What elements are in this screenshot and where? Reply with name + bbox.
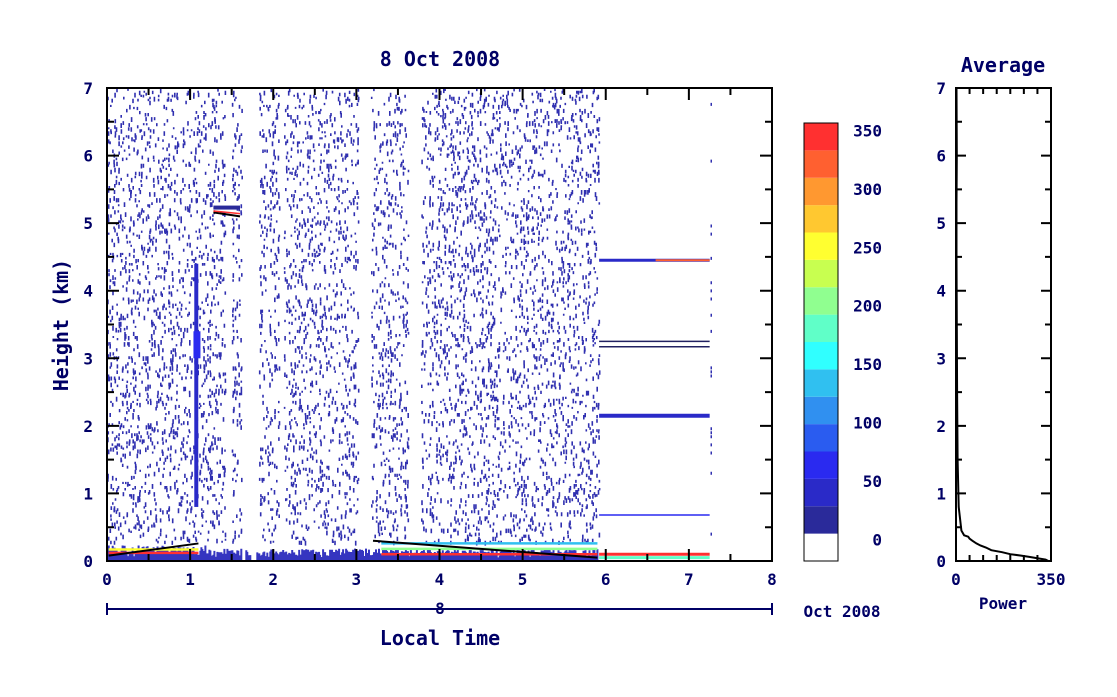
colorbar-swatch	[804, 369, 838, 397]
cloud-patch-core	[213, 210, 241, 215]
colorbar-tick-label: 350	[853, 122, 882, 141]
x-tick-label: 6	[601, 570, 611, 589]
colorbar-swatch	[804, 232, 838, 260]
main-x-axis-label: Local Time	[380, 626, 500, 650]
colorbar-tick-label: 50	[863, 472, 882, 491]
average-y-tick-label: 3	[936, 349, 946, 368]
echo-streak-vertical	[194, 263, 199, 507]
y-tick-label: 2	[83, 417, 93, 436]
colorbar-swatch	[804, 396, 838, 425]
y-tick-label: 1	[83, 484, 93, 503]
date-axis-month-year-label: Oct 2008	[803, 602, 880, 621]
colorbar-frame	[803, 122, 839, 562]
average-y-tick-label: 1	[936, 484, 946, 503]
colorbar-swatch	[804, 287, 838, 315]
x-tick-label: 4	[435, 570, 445, 589]
x-tick-label: 0	[102, 570, 112, 589]
cloud-patch-band	[213, 205, 240, 210]
colorbar-swatch	[804, 205, 838, 233]
x-tick-label: 8	[767, 570, 777, 589]
average-title: Average	[961, 53, 1045, 77]
colorbar-swatch	[804, 506, 838, 534]
average-y-tick-label: 7	[936, 79, 946, 98]
colorbar-swatch	[804, 478, 838, 507]
surface-echo-edge-early	[108, 542, 199, 557]
colorbar-swatch	[804, 314, 838, 342]
average-y-tick-label: 2	[936, 417, 946, 436]
colorbar-swatch	[804, 123, 838, 151]
colorbar-swatch	[804, 533, 838, 561]
surface-echo-edge-late	[372, 539, 598, 559]
colorbar-tick-label: 200	[853, 297, 882, 316]
colorbar-swatch	[804, 342, 838, 370]
x-tick-label: 7	[684, 570, 694, 589]
echo-streak-core	[193, 331, 201, 359]
date-axis-day-label: 8	[435, 599, 445, 618]
colorbar-swatch	[804, 424, 838, 452]
average-x-axis-label: Power	[979, 594, 1027, 613]
average-y-tick-label: 0	[936, 552, 946, 571]
colorbar-tick-label: 150	[853, 355, 882, 374]
main-axis-ticks: 0 1 2 3 4 5 6 7 8 0 1 2 3 4 5 6 7	[83, 79, 776, 589]
average-y-tick-label: 4	[936, 282, 946, 301]
colorbar-tick-label: 300	[853, 180, 882, 199]
y-tick-label: 3	[83, 349, 93, 368]
colorbar-tick-label: 0	[872, 530, 882, 549]
average-x-tick-label: 350	[1037, 570, 1066, 589]
average-x-tick-label: 0	[951, 570, 961, 589]
colorbar-swatch	[804, 259, 838, 288]
colorbar-tick-label: 250	[853, 238, 882, 257]
colorbar-swatch	[804, 150, 838, 178]
y-tick-label: 5	[83, 214, 93, 233]
colorbar-swatch	[804, 451, 838, 479]
x-tick-label: 3	[352, 570, 362, 589]
average-plot-frame	[955, 87, 1052, 562]
x-tick-label: 5	[518, 570, 528, 589]
y-tick-label: 7	[83, 79, 93, 98]
main-y-axis-label: Height (km)	[49, 259, 73, 391]
colorbar-tick-labels: 0 50 100 150 200 250 300 350	[853, 122, 882, 550]
colorbar	[804, 123, 838, 561]
y-tick-label: 0	[83, 552, 93, 571]
x-tick-label: 1	[185, 570, 195, 589]
cloud-patch-edge	[213, 211, 241, 218]
average-y-tick-label: 5	[936, 214, 946, 233]
x-tick-label: 2	[268, 570, 278, 589]
average-y-tick-label: 6	[936, 147, 946, 166]
colorbar-swatch	[804, 177, 838, 206]
y-tick-label: 4	[83, 282, 93, 301]
colorbar-tick-label: 100	[853, 414, 882, 433]
main-title: 8 Oct 2008	[380, 47, 500, 71]
main-tick-marks	[106, 87, 773, 562]
y-tick-label: 6	[83, 147, 93, 166]
